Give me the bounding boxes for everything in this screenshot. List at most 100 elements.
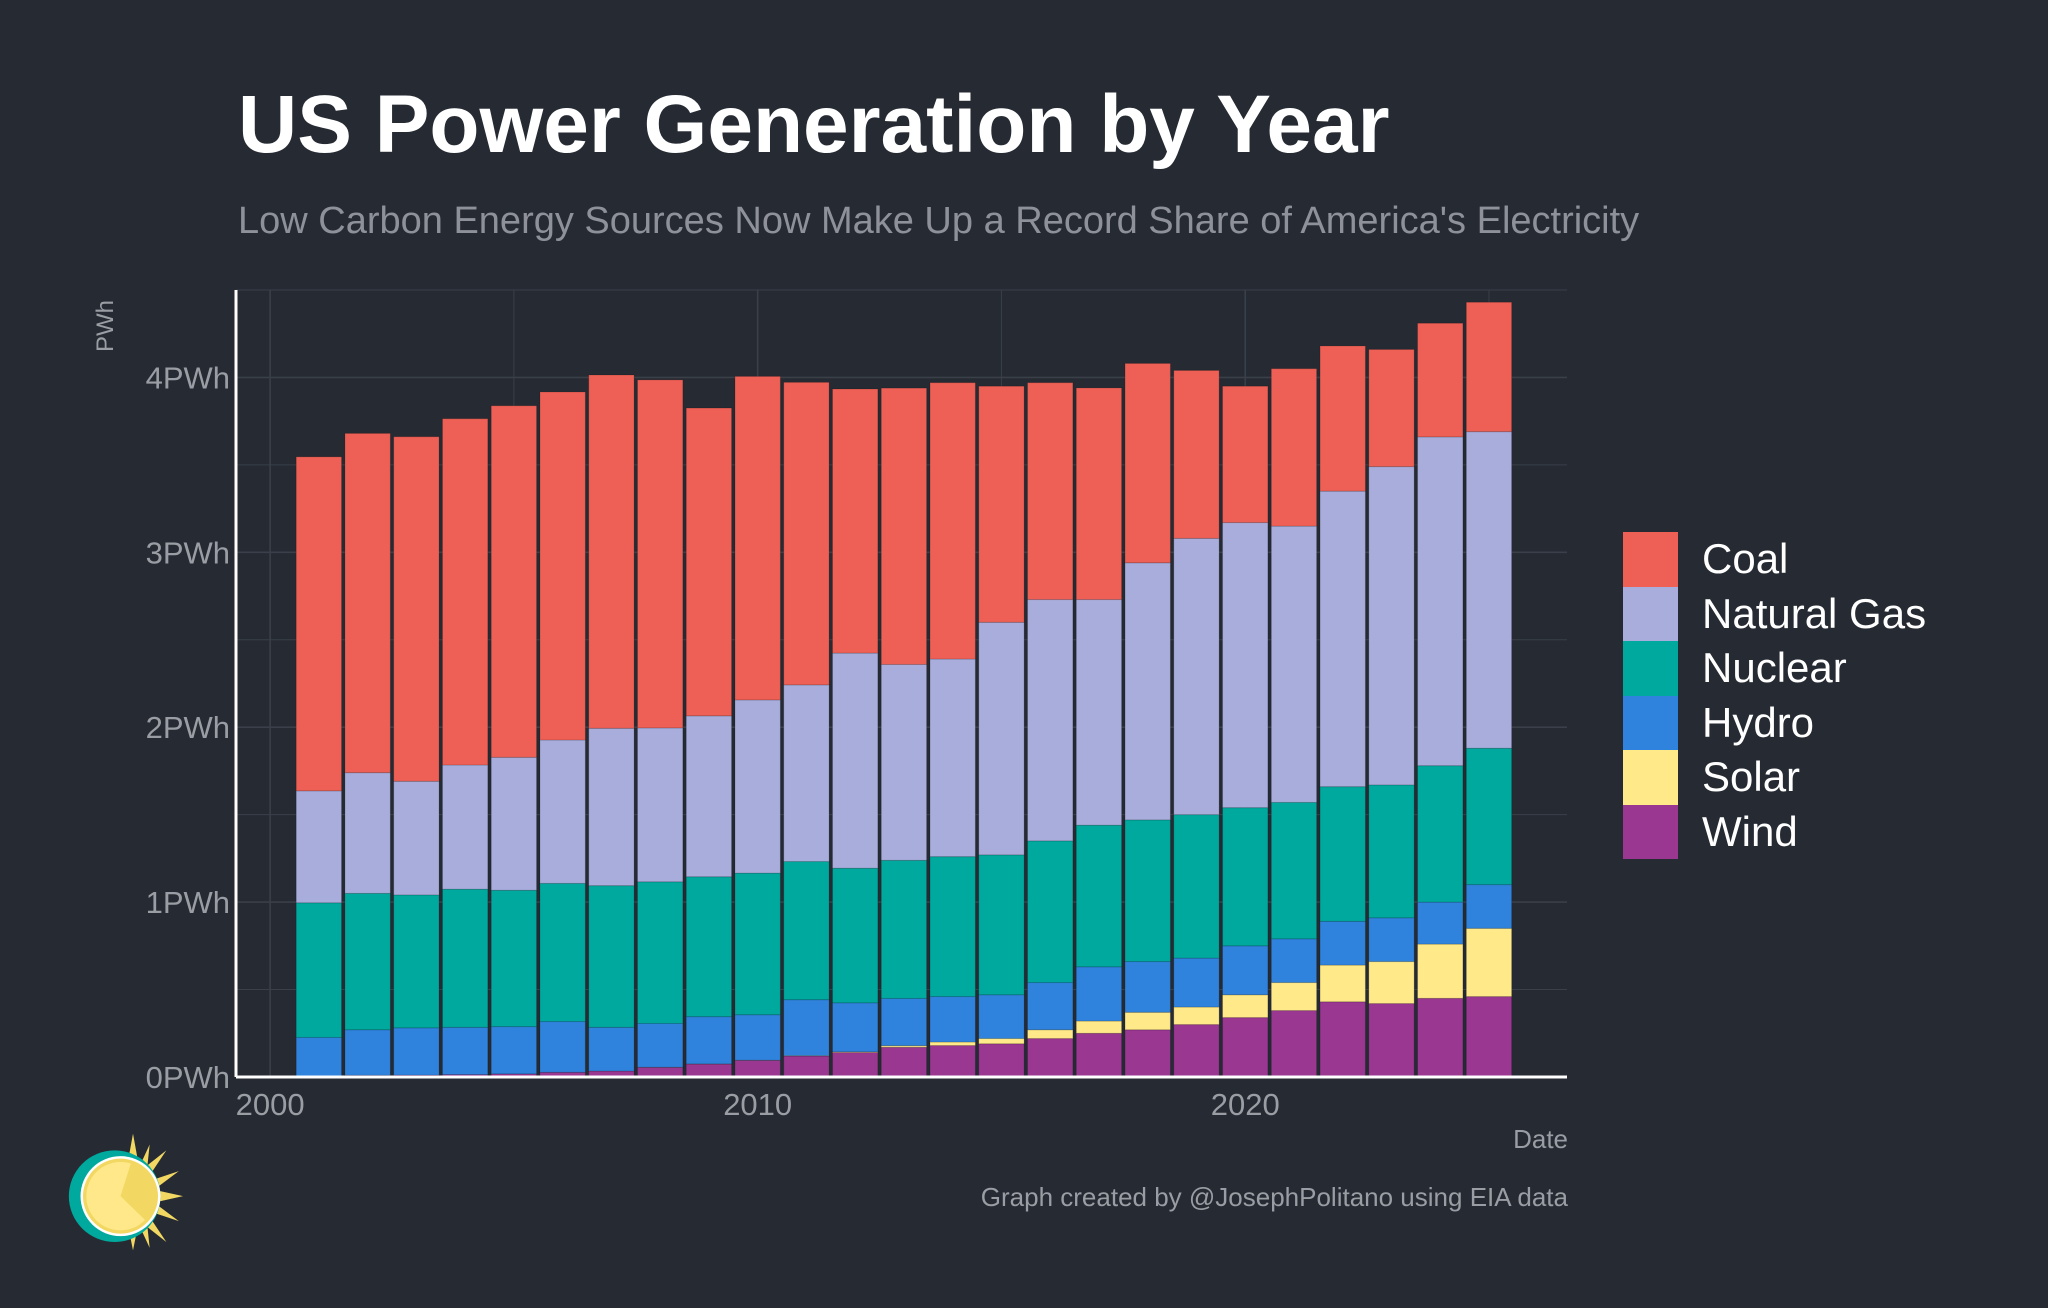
bar-natural-gas-2012 xyxy=(832,652,879,869)
sun-clock-icon xyxy=(68,1133,183,1251)
bar-coal-2007 xyxy=(588,374,635,729)
bar-nuclear-2003 xyxy=(393,894,440,1029)
bar-nuclear-2020 xyxy=(1222,807,1269,947)
bar-coal-2018 xyxy=(1124,362,1171,564)
bar-natural-gas-2003 xyxy=(393,780,440,896)
bar-wind-2020 xyxy=(1222,1017,1269,1078)
bar-hydro-2006 xyxy=(539,1021,586,1073)
bar-nuclear-2009 xyxy=(685,876,733,1018)
legend-swatch xyxy=(1623,641,1678,696)
bar-coal-2015 xyxy=(978,385,1025,623)
bar-nuclear-2023 xyxy=(1368,784,1415,919)
legend-swatch xyxy=(1623,804,1678,859)
bar-natural-gas-2025 xyxy=(1465,431,1513,749)
x-tick-label: 2000 xyxy=(236,1087,305,1122)
bar-nuclear-2017 xyxy=(1075,824,1123,968)
bar-solar-2025 xyxy=(1465,927,1513,998)
bar-natural-gas-2013 xyxy=(880,663,928,861)
bar-hydro-2005 xyxy=(490,1026,538,1075)
bar-natural-gas-2021 xyxy=(1270,525,1318,803)
bar-wind-2012 xyxy=(832,1052,879,1078)
bar-natural-gas-2024 xyxy=(1417,436,1464,767)
axes xyxy=(234,290,1567,1079)
bar-solar-2015 xyxy=(978,1038,1025,1045)
x-tick-label: 2010 xyxy=(723,1087,792,1122)
bar-solar-2014 xyxy=(929,1041,976,1047)
bar-coal-2011 xyxy=(783,381,830,686)
bar-wind-2025 xyxy=(1465,996,1513,1078)
bar-solar-2018 xyxy=(1124,1011,1171,1031)
bar-coal-2023 xyxy=(1368,348,1415,468)
bar-wind-2010 xyxy=(734,1059,781,1078)
legend-swatch xyxy=(1623,750,1678,805)
bars xyxy=(295,301,1513,1078)
bar-natural-gas-2017 xyxy=(1075,599,1123,826)
bar-nuclear-2007 xyxy=(588,885,635,1028)
bar-hydro-2021 xyxy=(1270,938,1318,984)
bar-nuclear-2016 xyxy=(1027,840,1074,984)
bar-hydro-2002 xyxy=(344,1029,391,1076)
bar-nuclear-2021 xyxy=(1270,801,1318,940)
bar-wind-2015 xyxy=(978,1043,1025,1078)
bar-natural-gas-2002 xyxy=(344,772,391,894)
bar-nuclear-2019 xyxy=(1173,814,1220,959)
bar-wind-2011 xyxy=(783,1055,830,1078)
bar-wind-2013 xyxy=(880,1046,928,1078)
bar-hydro-2018 xyxy=(1124,961,1171,1013)
y-tick-label: 0PWh xyxy=(146,1060,230,1095)
bar-nuclear-2022 xyxy=(1319,786,1366,922)
bar-wind-2018 xyxy=(1124,1029,1171,1078)
bar-hydro-2024 xyxy=(1417,901,1464,945)
bar-natural-gas-2004 xyxy=(441,764,489,890)
bar-coal-2004 xyxy=(441,418,489,766)
bar-hydro-2019 xyxy=(1173,957,1220,1008)
bar-natural-gas-2016 xyxy=(1027,599,1074,842)
bar-hydro-2001 xyxy=(295,1036,343,1077)
bar-nuclear-2005 xyxy=(490,889,538,1028)
bar-coal-2002 xyxy=(344,432,391,774)
bar-solar-2022 xyxy=(1319,964,1366,1003)
bar-natural-gas-2022 xyxy=(1319,490,1366,788)
legend-item-natural-gas: Natural Gas xyxy=(1623,586,1927,641)
bar-natural-gas-2018 xyxy=(1124,562,1171,821)
chart-title: US Power Generation by Year xyxy=(238,79,1390,170)
y-tick-label: 3PWh xyxy=(146,535,230,570)
bar-nuclear-2010 xyxy=(734,872,781,1016)
tick-labels: 0PWh 1PWh 2PWh 3PWh 4PWh 2000 2010 2020 xyxy=(146,360,1280,1122)
bar-coal-2024 xyxy=(1417,322,1464,438)
bar-hydro-2010 xyxy=(734,1014,781,1061)
legend-swatch xyxy=(1623,532,1678,587)
bar-nuclear-2001 xyxy=(295,902,343,1038)
legend-item-solar: Solar xyxy=(1623,750,1926,805)
bar-coal-2025 xyxy=(1465,301,1513,433)
bar-hydro-2015 xyxy=(978,994,1025,1040)
x-axis-label: Date xyxy=(1513,1124,1568,1154)
bar-solar-2023 xyxy=(1368,961,1415,1005)
bar-hydro-2011 xyxy=(783,999,830,1057)
bar-coal-2006 xyxy=(539,391,586,741)
legend: Coal Natural Gas Nuclear Hydro Solar Wind xyxy=(1623,532,1926,859)
bar-coal-2012 xyxy=(832,388,879,654)
legend-label: Wind xyxy=(1702,807,1798,855)
bar-hydro-2022 xyxy=(1319,920,1366,966)
bar-natural-gas-2006 xyxy=(539,739,586,884)
y-tick-label: 1PWh xyxy=(146,885,230,920)
bar-wind-2023 xyxy=(1368,1003,1415,1078)
bar-hydro-2020 xyxy=(1222,945,1269,996)
bar-wind-2021 xyxy=(1270,1010,1318,1078)
bar-hydro-2009 xyxy=(685,1016,733,1065)
bar-solar-2024 xyxy=(1417,943,1464,999)
bar-nuclear-2012 xyxy=(832,867,879,1004)
bar-solar-2016 xyxy=(1027,1029,1074,1040)
bar-natural-gas-2008 xyxy=(636,727,684,883)
legend-label: Natural Gas xyxy=(1702,589,1927,637)
bar-coal-2003 xyxy=(393,436,440,782)
bar-solar-2020 xyxy=(1222,994,1269,1019)
bar-nuclear-2018 xyxy=(1124,819,1171,963)
y-tick-label: 2PWh xyxy=(146,710,230,745)
bar-solar-2017 xyxy=(1075,1020,1123,1034)
source-credit: Graph created by @JosephPolitano using E… xyxy=(980,1182,1568,1212)
legend-item-nuclear: Nuclear xyxy=(1623,641,1926,696)
legend-label: Hydro xyxy=(1702,698,1815,746)
